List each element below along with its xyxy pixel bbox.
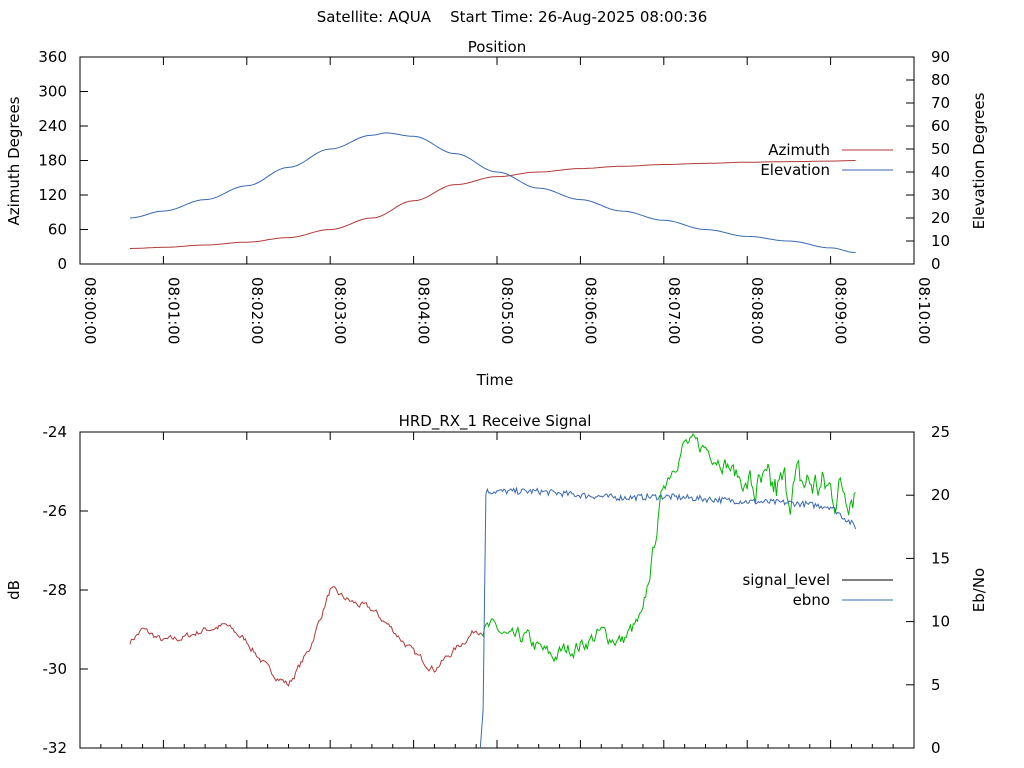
y2-tick-label: 15 [931,549,950,567]
y-tick-label: 300 [38,83,67,101]
y2-tick-label: 40 [931,163,950,181]
x-tick-label: 08:01:00 [164,277,182,344]
y2-tick-label: 10 [931,613,950,631]
legend-label: Azimuth [768,141,830,159]
x-tick-label: 08:04:00 [415,277,433,344]
y2-tick-label: 50 [931,140,950,158]
elevation-line [129,132,856,253]
y2-tick-label: 0 [931,255,941,273]
x-tick-label: 08:02:00 [248,277,266,344]
y-tick-label: -24 [43,423,68,441]
y-tick-label: -26 [43,502,68,520]
signal-chart: HRD_RX_1 Receive Signal dB Eb/No -32 -30 -… [5,412,988,757]
x-tick-label: 08:05:00 [498,277,516,344]
x-tick-label: 08:07:00 [665,277,683,344]
y2-tick-label: 60 [931,117,950,135]
time-axis-label: Time [476,371,514,389]
y2-tick-label: 0 [931,739,941,757]
x-tick-label: 08:03:00 [331,277,349,344]
azimuth-line [129,160,856,249]
y2-tick-label: 20 [931,486,950,504]
ebno-line [479,486,857,749]
y2-tick-label: 20 [931,209,950,227]
legend-label: Elevation [760,161,830,179]
x-tick-label: 08:09:00 [832,277,850,344]
y2-tick-label: 5 [931,676,941,694]
y-tick-label: -30 [43,660,68,678]
db-axis-label: dB [5,580,23,600]
y2-tick-label: 90 [931,48,950,66]
elevation-axis-label: Elevation Degrees [970,92,988,229]
position-chart-title: Position [468,38,526,56]
y2-tick-label: 25 [931,423,950,441]
azimuth-axis-label: Azimuth Degrees [5,96,23,225]
y-tick-label: 180 [38,152,67,170]
signal-plot-area [79,431,915,749]
x-tick-label: 08:00:00 [81,277,99,344]
y-tick-label: 240 [38,117,67,135]
y-tick-label: -28 [43,581,68,599]
x-tick-label: 08:06:00 [581,277,599,344]
y-tick-label: 0 [57,255,67,273]
legend-label: signal_level [742,571,830,590]
ebno-axis-label: Eb/No [970,568,988,612]
y-tick-label: 120 [38,186,67,204]
legend-label: ebno [793,591,830,609]
y2-tick-label: 70 [931,94,950,112]
y-tick-label: 60 [48,221,67,239]
signal-level-line-high [481,433,856,663]
position-chart: Position Azimuth Degrees Elevation Degre… [5,38,988,389]
y2-tick-label: 80 [931,71,950,89]
y2-tick-label: 10 [931,232,950,250]
x-tick-label: 08:10:00 [915,277,933,344]
x-tick-label: 08:08:00 [748,277,766,344]
y-tick-label: -32 [43,739,68,757]
signal-level-line-low [129,586,482,687]
y-tick-label: 360 [38,48,67,66]
page-title: Satellite: AQUA Start Time: 26-Aug-2025 … [317,8,708,26]
signal-chart-title: HRD_RX_1 Receive Signal [399,412,592,431]
y2-tick-label: 30 [931,186,950,204]
